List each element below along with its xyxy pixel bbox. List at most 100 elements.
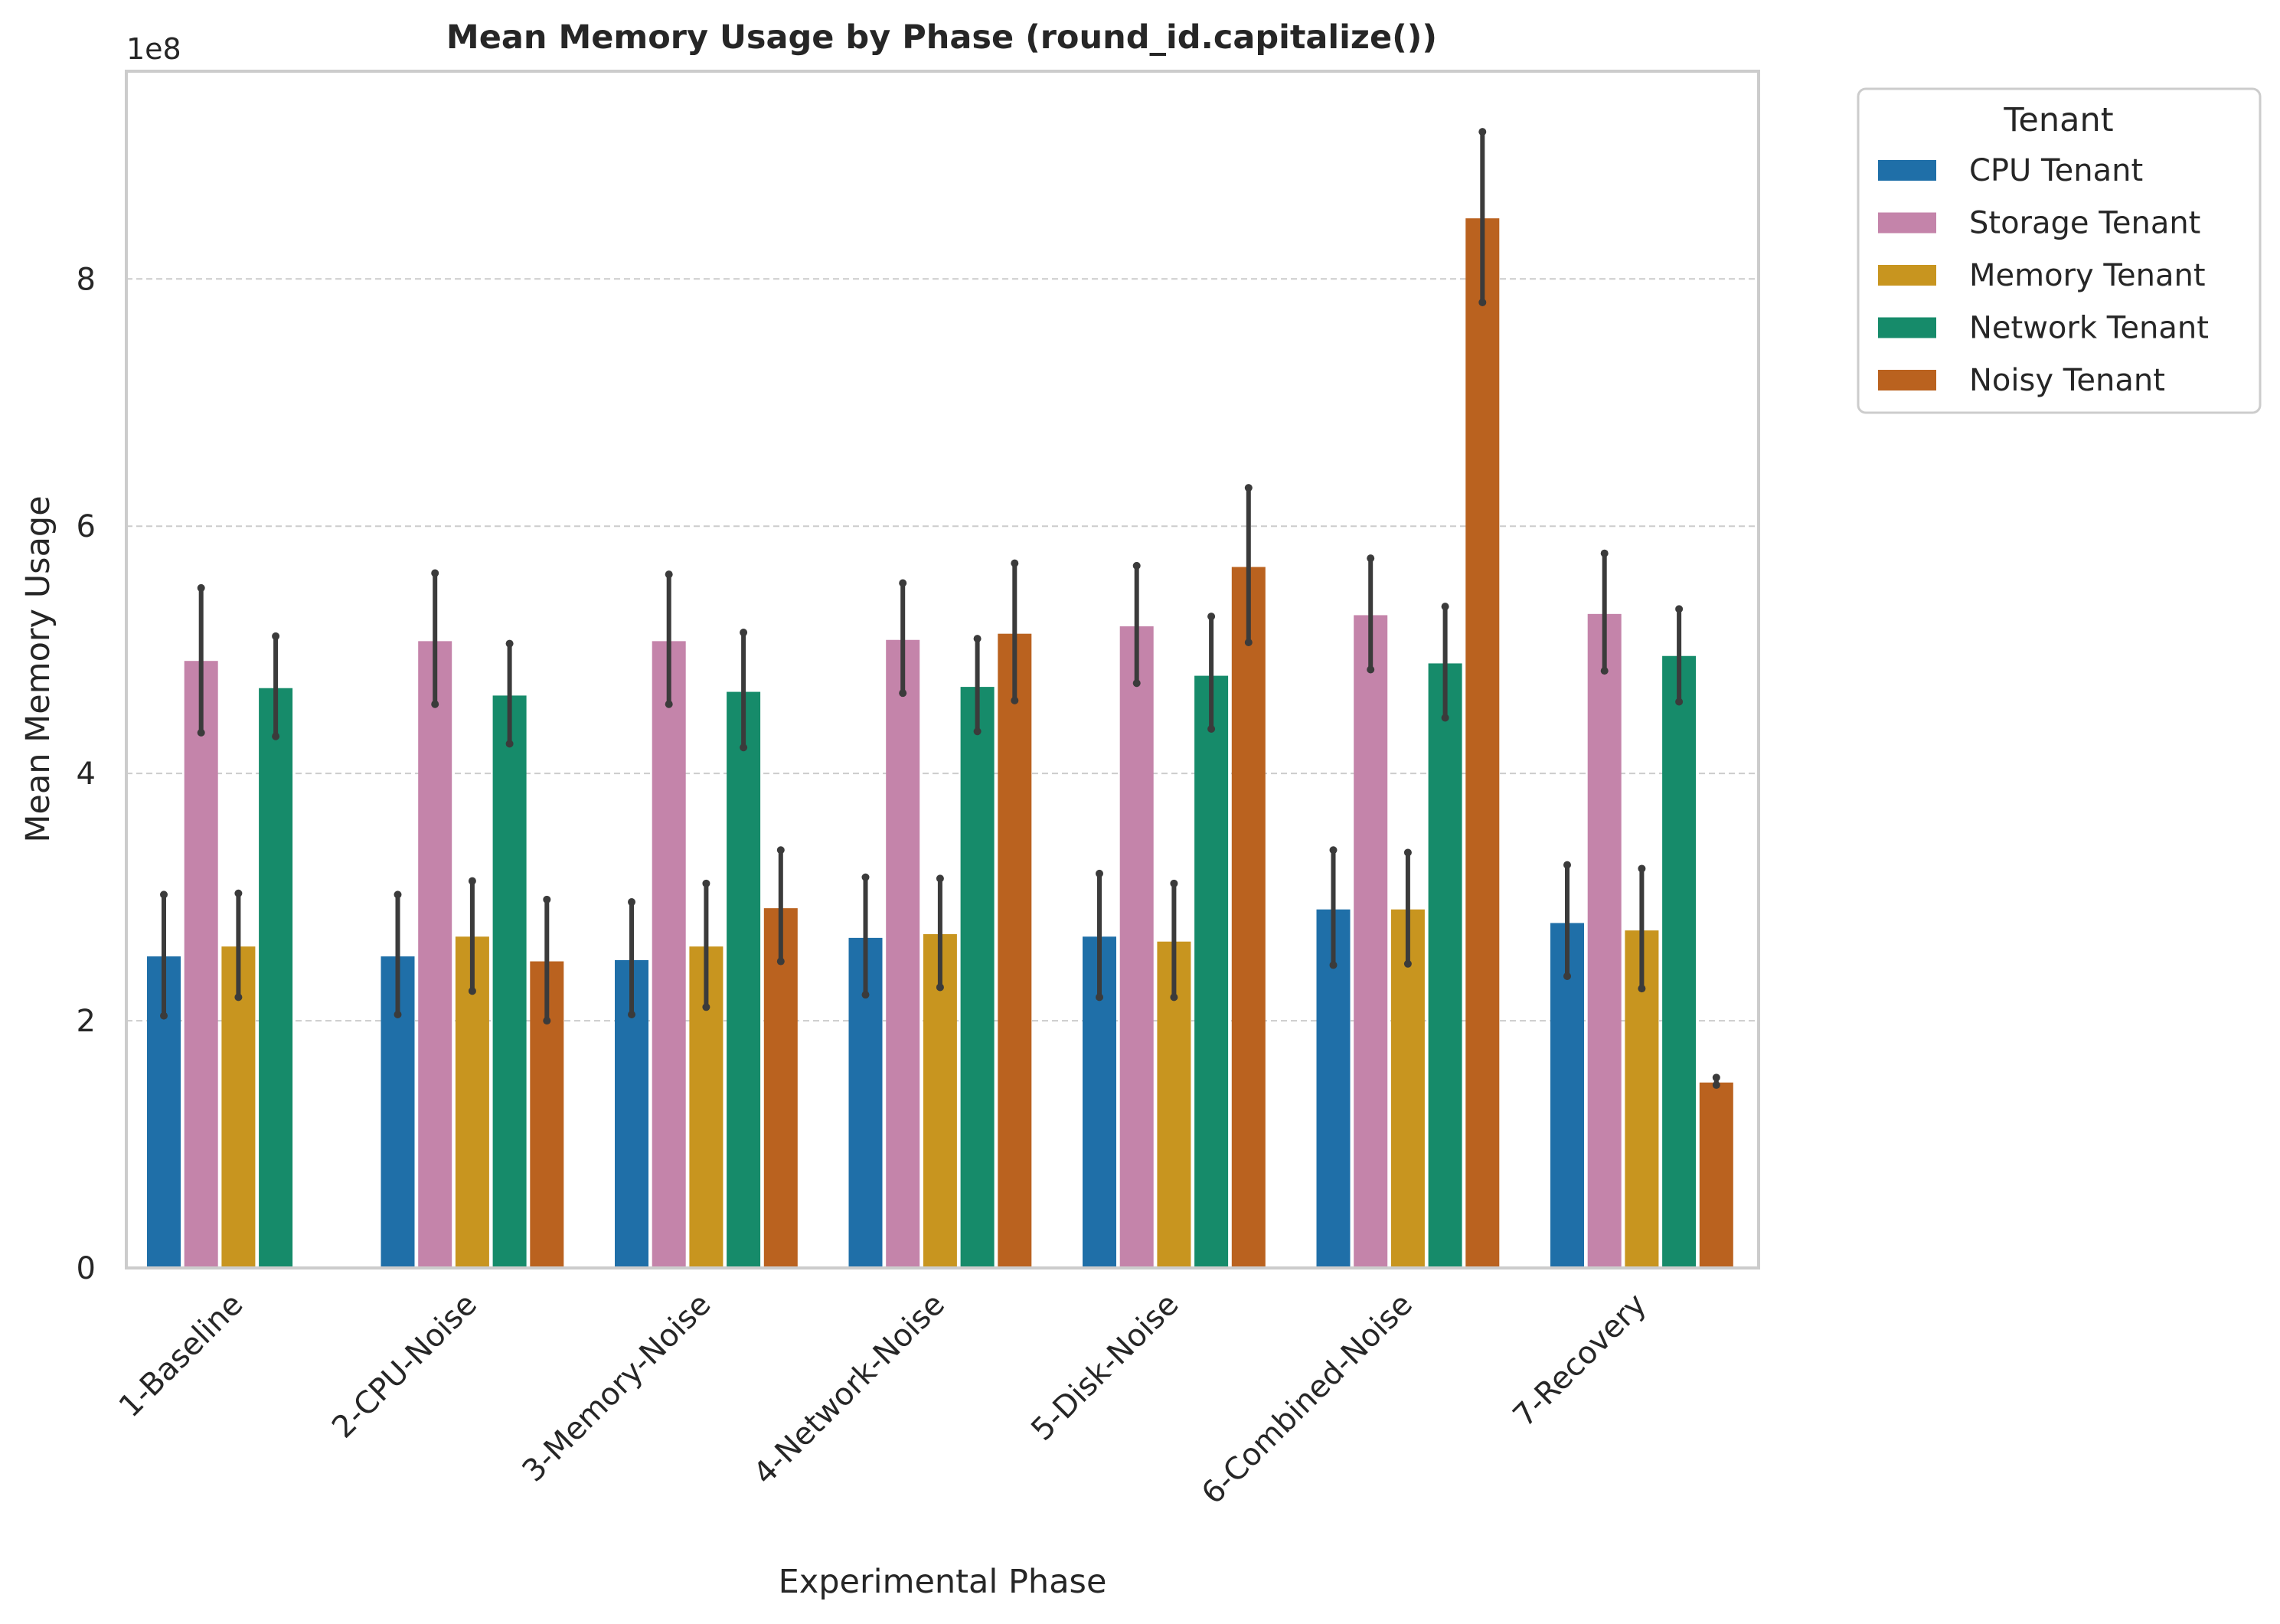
error-cap (1011, 559, 1019, 567)
error-bar (1600, 549, 1609, 675)
bar (1231, 567, 1266, 1268)
error-cap (197, 583, 205, 592)
error-cap (1367, 554, 1375, 563)
error-cap (394, 1010, 402, 1018)
error-cap (1244, 638, 1253, 646)
error-cap (1675, 698, 1684, 706)
legend-box (1857, 87, 2262, 414)
error-bar (394, 890, 402, 1018)
error-cap (1132, 561, 1141, 570)
error-cap (234, 993, 243, 1002)
error-cap (234, 889, 243, 897)
error-cap (1403, 848, 1412, 857)
bar (1662, 655, 1697, 1268)
error-cap (1478, 128, 1487, 136)
error-cap (973, 635, 982, 643)
error-bar (861, 873, 870, 999)
bar (1465, 218, 1500, 1269)
y-tick-label: 2 (77, 1004, 96, 1039)
error-bar (1367, 554, 1375, 674)
error-cap (936, 983, 944, 992)
error-cap (1563, 861, 1571, 869)
legend-item: Noisy Tenant (1878, 363, 2165, 398)
error-bar (1096, 869, 1103, 1002)
bars-layer (147, 218, 1733, 1269)
error-bar (973, 635, 982, 736)
error-bar (665, 570, 673, 708)
legend-label: CPU Tenant (1969, 153, 2143, 188)
y-tick-label: 6 (77, 509, 96, 544)
error-bar (1207, 613, 1216, 734)
error-cap (1712, 1081, 1720, 1090)
legend-swatch (1878, 160, 1936, 181)
error-bar (1132, 561, 1141, 688)
error-bar (1441, 603, 1449, 722)
error-cap (160, 1011, 168, 1020)
error-bar (628, 898, 635, 1018)
error-cap (505, 639, 514, 648)
bar (1119, 626, 1154, 1268)
error-cap (973, 727, 982, 736)
y-tick-label: 4 (77, 756, 96, 792)
bar (184, 661, 218, 1268)
error-cap (543, 895, 551, 903)
legend-item: CPU Tenant (1878, 153, 2143, 188)
x-axis-label: Experimental Phase (779, 1563, 1107, 1601)
error-bar (197, 583, 205, 737)
error-bar (1478, 128, 1487, 306)
error-cap (861, 873, 870, 881)
bar (763, 908, 798, 1268)
legend-items: CPU Tenant Storage Tenant Memory Tenant Net… (1878, 153, 2209, 398)
error-cap (1096, 869, 1103, 877)
error-cap (1563, 972, 1571, 980)
error-cap (1478, 298, 1487, 306)
error-cap (1170, 993, 1178, 1002)
error-cap (543, 1017, 551, 1025)
y-ticks-layer: 0 2 4 6 8 (77, 262, 96, 1286)
error-bar (505, 639, 514, 748)
error-cap (628, 1010, 635, 1018)
error-cap (665, 700, 673, 708)
error-cap (702, 879, 710, 887)
bar (886, 639, 920, 1268)
error-bar (1563, 861, 1571, 980)
error-bar (272, 632, 280, 740)
error-cap (1403, 959, 1412, 968)
error-cap (702, 1003, 710, 1011)
bar (1428, 663, 1462, 1268)
error-bar (543, 895, 551, 1025)
error-bar (936, 874, 944, 992)
bar (1699, 1082, 1733, 1268)
legend-label: Noisy Tenant (1969, 363, 2165, 398)
bar (259, 688, 293, 1268)
error-cap (1675, 605, 1684, 613)
legend-swatch (1878, 370, 1936, 390)
error-bar (899, 579, 907, 698)
legend-label: Memory Tenant (1969, 258, 2206, 293)
error-bars-layer (160, 128, 1720, 1090)
error-bar (1329, 846, 1338, 969)
error-cap (776, 846, 785, 854)
error-bar (234, 889, 243, 1002)
y-axis-label: Mean Memory Usage (19, 495, 57, 842)
legend-label: Storage Tenant (1969, 206, 2200, 241)
error-cap (1712, 1073, 1720, 1082)
plot-frame (125, 70, 1760, 1269)
y-tick-label: 0 (77, 1251, 96, 1286)
legend-item: Storage Tenant (1878, 206, 2200, 241)
error-bar (468, 877, 476, 995)
error-bar (1170, 879, 1178, 1002)
error-cap (1441, 603, 1449, 611)
error-cap (861, 991, 870, 999)
error-cap (899, 689, 907, 698)
error-bar (740, 629, 748, 752)
error-cap (1600, 549, 1609, 557)
bar (1354, 615, 1388, 1268)
bar (1390, 909, 1425, 1268)
error-cap (665, 570, 673, 579)
error-bar (1011, 559, 1019, 704)
chart-title: Mean Memory Usage by Phase (round_id.cap… (446, 18, 1437, 57)
y-offset-label: 1e8 (126, 32, 181, 66)
legend-title: Tenant (2003, 101, 2113, 139)
